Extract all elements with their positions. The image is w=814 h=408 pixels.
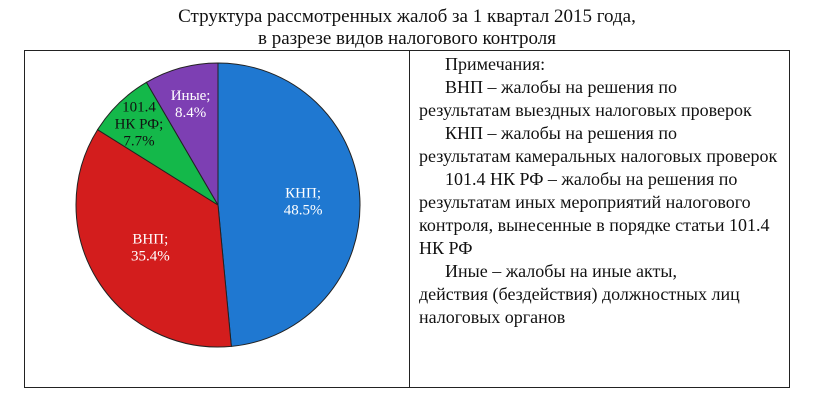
title-line-2: в разрезе видов налогового контроля [258, 28, 556, 49]
pie-chart: КНП; 48.5%ВНП; 35.4%101.4 НК РФ; 7.7%Иные; 8.… [75, 62, 361, 348]
note-first-line: 101.4 НК РФ – жалобы на решения по [445, 169, 738, 189]
chart-title: Структура рассмотренных жалоб за 1 кварт… [0, 6, 814, 50]
note-first-line: КНП – жалобы на решения по [445, 123, 677, 143]
note-first-line: ВНП – жалобы на решения по [445, 77, 677, 97]
slice-label: 101.4 НК РФ; 7.7% [115, 99, 164, 149]
slice-label-line: КНП; [285, 185, 321, 201]
pie-slice [75, 128, 232, 348]
slice-label: Иные; 8.4% [171, 88, 211, 121]
slice-label-line: 48.5% [284, 202, 323, 218]
slice-label-line: ВНП; [132, 231, 168, 247]
slice-label-line: Иные; [171, 88, 211, 104]
slice-label-line: 7.7% [123, 133, 154, 149]
note-text: результатам камеральных налоговых провер… [419, 146, 778, 166]
pie-slice [217, 62, 361, 347]
slice-label: КНП; 48.5% [284, 185, 323, 218]
title-line-1: Структура рассмотренных жалоб за 1 кварт… [178, 6, 636, 27]
notes-panel: Примечания: ВНП – жалобы на решения по ре… [419, 53, 787, 329]
note-first-line: Иные – жалобы на иные акты, [445, 261, 677, 281]
note-item: КНП – жалобы на решения по результатам ка… [419, 122, 787, 168]
slice-label-line: 8.4% [175, 105, 206, 121]
slice-label-line: НК РФ; [115, 116, 164, 132]
chart-frame: КНП; 48.5% ВНП; 35.4% 101.4 НК РФ; 7.7% Иные; 8.… [24, 50, 790, 388]
note-text: результатам выездных налоговых проверок [419, 100, 752, 120]
pie-chart-cell: КНП; 48.5% ВНП; 35.4% 101.4 НК РФ; 7.7% Иные; 8.… [25, 51, 410, 387]
pie-slice [145, 62, 219, 207]
slice-label: ВНП; 35.4% [131, 231, 170, 264]
slice-label-line: 35.4% [131, 248, 170, 264]
note-item: 101.4 НК РФ – жалобы на решения по резуль… [419, 168, 787, 260]
slice-label-line: 101.4 [122, 99, 156, 115]
note-text: результатам иных мероприятий налогового … [419, 192, 770, 258]
note-item: ВНП – жалобы на решения по результатам вы… [419, 76, 787, 122]
note-item: Иные – жалобы на иные акты, действия (без… [419, 260, 787, 329]
notes-list: ВНП – жалобы на решения по результатам вы… [419, 76, 787, 329]
note-text: действия (бездействия) должностных лиц н… [419, 284, 740, 327]
notes-header: Примечания: [445, 54, 546, 74]
